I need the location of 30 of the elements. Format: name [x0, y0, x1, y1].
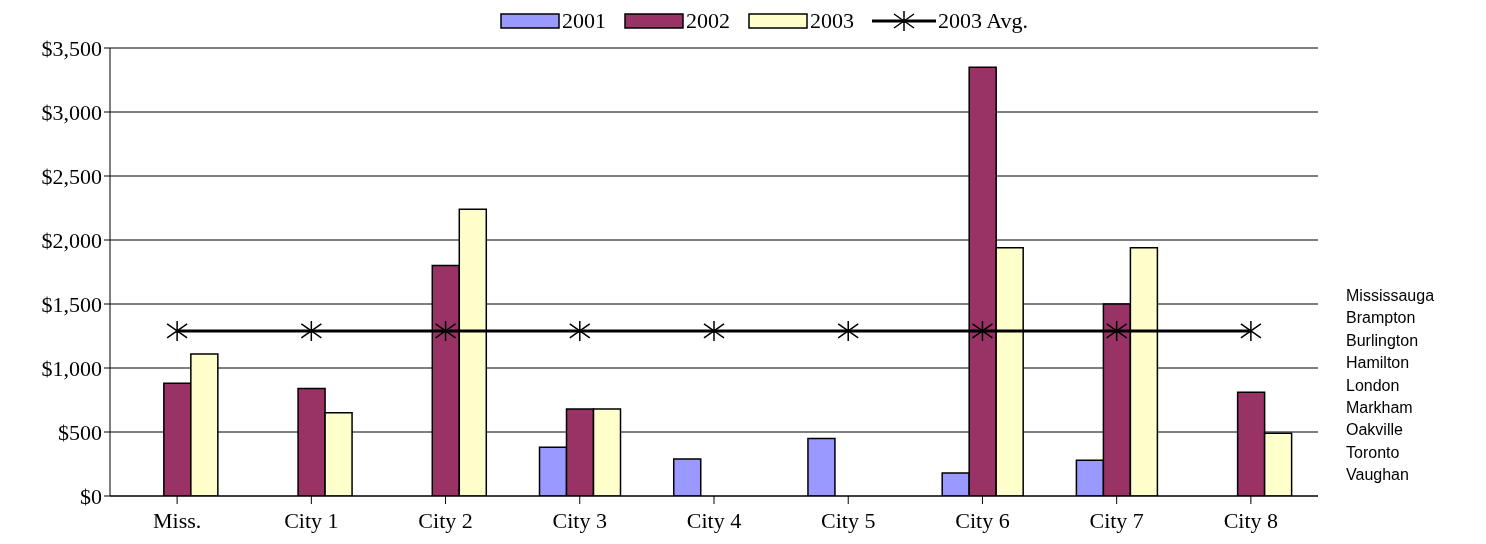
y-tick-label: $3,500 [41, 35, 102, 61]
legend-label: 2001 [561, 8, 606, 34]
x-tick-label: City 6 [955, 507, 1010, 533]
text: Mississauga [1346, 286, 1435, 306]
x-tick-label: City 1 [284, 507, 339, 533]
legend-label: 2003 Avg. [937, 8, 1029, 34]
legend-label: 2003 [809, 8, 854, 34]
x-tick-label: City 3 [552, 507, 607, 533]
legend-label: 2002 [685, 8, 730, 34]
x-tick-label: City 5 [821, 507, 876, 533]
text: Toronto [1346, 442, 1401, 463]
y-tick-label: $0 [80, 483, 102, 509]
text: Oakville [1346, 420, 1404, 441]
y-tick-label: $500 [58, 419, 102, 445]
y-tick-label: $3,000 [41, 99, 102, 125]
text: Markham [1346, 398, 1414, 419]
text: Vaughan [1346, 465, 1410, 486]
text: London [1346, 375, 1401, 396]
x-tick-label: City 4 [686, 507, 742, 533]
x-tick-label: City 7 [1089, 507, 1144, 533]
y-tick-label: $2,500 [41, 163, 102, 189]
text: Hamilton [1346, 353, 1411, 374]
x-tick-label: City 8 [1223, 507, 1279, 533]
y-tick-label: $2,000 [41, 227, 102, 253]
text: Brampton [1346, 308, 1417, 329]
text: Burlington [1346, 330, 1420, 351]
y-tick-label: $1,000 [41, 355, 102, 381]
x-tick-label: Miss. [152, 507, 202, 533]
x-tick-label: City 2 [418, 507, 473, 533]
y-tick-label: $1,500 [41, 291, 102, 317]
